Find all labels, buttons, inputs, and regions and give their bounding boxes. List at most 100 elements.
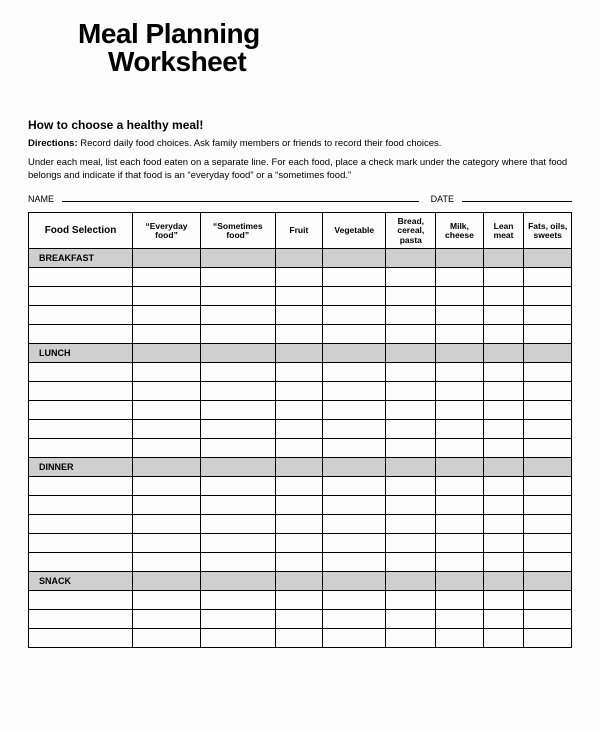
table-cell[interactable] (29, 610, 133, 629)
table-cell[interactable] (436, 382, 484, 401)
table-cell[interactable] (436, 439, 484, 458)
table-cell[interactable] (200, 268, 275, 287)
table-cell[interactable] (524, 496, 572, 515)
table-cell[interactable] (29, 325, 133, 344)
table-cell[interactable] (483, 268, 524, 287)
table-cell[interactable] (133, 401, 201, 420)
table-cell[interactable] (29, 363, 133, 382)
table-cell[interactable] (524, 325, 572, 344)
table-cell[interactable] (483, 306, 524, 325)
table-cell[interactable] (323, 553, 386, 572)
table-cell[interactable] (386, 268, 436, 287)
table-cell[interactable] (323, 496, 386, 515)
table-cell[interactable] (275, 515, 323, 534)
table-cell[interactable] (29, 477, 133, 496)
table-cell[interactable] (436, 268, 484, 287)
table-cell[interactable] (275, 439, 323, 458)
table-cell[interactable] (275, 610, 323, 629)
table-cell[interactable] (524, 477, 572, 496)
table-cell[interactable] (386, 591, 436, 610)
table-cell[interactable] (275, 496, 323, 515)
table-cell[interactable] (133, 591, 201, 610)
table-cell[interactable] (386, 420, 436, 439)
table-cell[interactable] (29, 382, 133, 401)
table-cell[interactable] (275, 591, 323, 610)
table-cell[interactable] (29, 534, 133, 553)
table-cell[interactable] (436, 629, 484, 648)
table-cell[interactable] (323, 591, 386, 610)
table-cell[interactable] (200, 534, 275, 553)
table-cell[interactable] (386, 629, 436, 648)
table-cell[interactable] (133, 515, 201, 534)
table-cell[interactable] (275, 268, 323, 287)
table-cell[interactable] (323, 268, 386, 287)
table-cell[interactable] (275, 287, 323, 306)
table-cell[interactable] (200, 287, 275, 306)
table-cell[interactable] (133, 363, 201, 382)
table-cell[interactable] (323, 325, 386, 344)
table-cell[interactable] (275, 306, 323, 325)
table-cell[interactable] (483, 325, 524, 344)
table-cell[interactable] (386, 439, 436, 458)
table-cell[interactable] (275, 363, 323, 382)
table-cell[interactable] (200, 477, 275, 496)
table-cell[interactable] (200, 420, 275, 439)
table-cell[interactable] (483, 515, 524, 534)
table-cell[interactable] (200, 325, 275, 344)
table-cell[interactable] (200, 439, 275, 458)
table-cell[interactable] (133, 610, 201, 629)
table-cell[interactable] (483, 420, 524, 439)
table-cell[interactable] (436, 515, 484, 534)
table-cell[interactable] (386, 325, 436, 344)
table-cell[interactable] (29, 401, 133, 420)
table-cell[interactable] (200, 591, 275, 610)
table-cell[interactable] (436, 591, 484, 610)
table-cell[interactable] (524, 268, 572, 287)
table-cell[interactable] (133, 534, 201, 553)
table-cell[interactable] (133, 629, 201, 648)
table-cell[interactable] (436, 325, 484, 344)
table-cell[interactable] (133, 439, 201, 458)
table-cell[interactable] (386, 477, 436, 496)
table-cell[interactable] (483, 591, 524, 610)
table-cell[interactable] (436, 420, 484, 439)
table-cell[interactable] (29, 496, 133, 515)
table-cell[interactable] (524, 287, 572, 306)
table-cell[interactable] (436, 534, 484, 553)
table-cell[interactable] (524, 363, 572, 382)
table-cell[interactable] (133, 553, 201, 572)
table-cell[interactable] (323, 287, 386, 306)
table-cell[interactable] (483, 439, 524, 458)
table-cell[interactable] (200, 382, 275, 401)
table-cell[interactable] (524, 553, 572, 572)
table-cell[interactable] (436, 363, 484, 382)
table-cell[interactable] (133, 287, 201, 306)
table-cell[interactable] (29, 439, 133, 458)
table-cell[interactable] (275, 325, 323, 344)
table-cell[interactable] (323, 515, 386, 534)
table-cell[interactable] (200, 496, 275, 515)
table-cell[interactable] (29, 515, 133, 534)
table-cell[interactable] (323, 534, 386, 553)
table-cell[interactable] (524, 306, 572, 325)
table-cell[interactable] (483, 629, 524, 648)
table-cell[interactable] (133, 477, 201, 496)
table-cell[interactable] (386, 363, 436, 382)
table-cell[interactable] (323, 382, 386, 401)
table-cell[interactable] (524, 382, 572, 401)
table-cell[interactable] (275, 401, 323, 420)
table-cell[interactable] (524, 610, 572, 629)
table-cell[interactable] (133, 306, 201, 325)
table-cell[interactable] (200, 306, 275, 325)
table-cell[interactable] (275, 534, 323, 553)
table-cell[interactable] (133, 325, 201, 344)
table-cell[interactable] (386, 553, 436, 572)
table-cell[interactable] (29, 591, 133, 610)
table-cell[interactable] (29, 287, 133, 306)
table-cell[interactable] (200, 515, 275, 534)
table-cell[interactable] (29, 420, 133, 439)
table-cell[interactable] (436, 287, 484, 306)
table-cell[interactable] (133, 420, 201, 439)
table-cell[interactable] (483, 401, 524, 420)
table-cell[interactable] (483, 610, 524, 629)
